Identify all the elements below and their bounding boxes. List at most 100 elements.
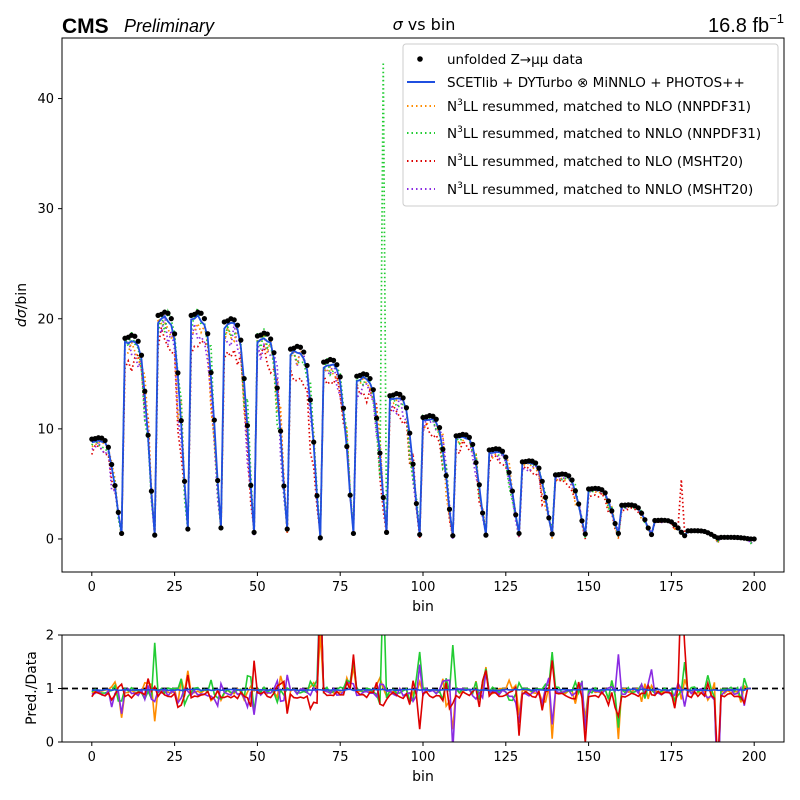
data-point [208,369,214,376]
x-tick-label: 200 [742,580,767,595]
x-tick-label: 150 [576,580,601,595]
ratio-y-tick-label: 1 [46,682,54,697]
lumi-exponent: −1 [769,11,784,26]
legend-entry-data: unfolded Z→μμ data [447,52,583,68]
data-point [330,357,337,363]
data-point [642,517,648,523]
data-point [284,526,290,532]
data-point [152,532,158,538]
y-tick-label: 10 [37,422,54,437]
lumi-value: 16.8 fb [708,15,769,37]
data-point [546,515,552,521]
data-point [645,525,651,531]
data-point [499,448,506,454]
legend-box [402,43,779,207]
x-tick-label: 25 [166,580,183,595]
data-point [446,506,453,512]
data-point [440,446,446,452]
data-point [433,416,439,422]
data-point [135,338,141,344]
y-tick-label: 20 [37,312,54,327]
data-point [582,531,588,537]
data-point [483,532,489,538]
data-point [304,362,310,369]
legend-entry-nnlo-msht: N3LL resummed, matched to NNLO (MSHT20) [447,181,753,198]
ratio-y-axis-label: Pred./Data [24,651,40,725]
data-point [314,493,320,499]
chart-title: σ vs bin [393,15,456,34]
data-point [579,518,585,524]
data-point [211,417,217,423]
data-point [635,505,641,511]
legend-entry-nnlo-nnpdf: N3LL resummed, matched to NNLO (NNPDF31) [447,125,761,142]
data-point [238,337,244,343]
data-point [678,529,684,535]
y-tick-label: 30 [37,202,54,217]
data-point [264,331,270,337]
title-rest: vs bin [403,15,456,34]
legend-nnlo-msht-rest: LL resummed, matched to NNLO (MSHT20) [463,182,753,198]
data-point [480,510,486,516]
data-point [244,422,251,429]
data-point [403,405,410,411]
data-point [218,525,224,531]
data-point [148,488,155,494]
data-point [178,418,184,424]
data-point [682,533,688,539]
data-point [248,482,254,488]
data-point [473,459,479,466]
data-point [364,372,370,378]
data-point [539,478,545,484]
data-point [672,521,678,528]
series-nll-nlo-msht [91,327,755,541]
y-label-italic: dσ [14,308,30,327]
data-point [367,375,373,382]
x-tick-label: 0 [88,580,96,595]
legend-nnlo-nnpdf-n: N [447,126,457,142]
legend-nlo-msht-rest: LL resummed, matched to NLO (MSHT20) [463,154,743,170]
data-point [165,310,171,316]
main-y-axis-label: dσ/bin [14,283,30,327]
data-point [566,473,572,479]
ratio-x-tick-label: 100 [411,750,436,765]
data-point [344,443,350,450]
data-point [301,349,307,355]
ratio-x-tick-label: 25 [166,750,183,765]
data-point [516,530,522,537]
ratio-x-tick-label: 175 [659,750,684,765]
ratio-plot-panel: 0 25 50 75 100 125 150 175 200 0 1 2 bin Pred./Dat… [24,629,785,785]
data-point [311,439,317,445]
data-point [751,536,757,542]
data-point [105,444,111,450]
lumi-label: 16.8 fb−1 [708,11,784,37]
y-tick-label: 40 [37,92,54,107]
data-point [215,477,221,484]
data-point [119,530,125,537]
ratio-x-tick-label: 200 [742,750,767,765]
data-point [413,500,419,507]
ratio-x-tick-label: 75 [332,750,349,765]
preliminary-label: Preliminary [124,16,215,36]
data-point [450,533,456,539]
legend-nlo-msht-sup: 3 [457,153,463,163]
data-point [430,413,436,419]
data-point [142,388,148,394]
data-point [513,512,519,518]
data-point [102,437,108,444]
data-point [337,374,343,380]
ratio-y-tick-label: 0 [46,736,54,751]
data-point [533,460,539,466]
ratio-x-tick-label: 125 [493,750,518,765]
data-point [417,531,423,538]
data-point [138,352,145,358]
data-point [400,395,406,401]
main-x-axis-label: bin [412,599,434,615]
legend-nnlo-msht-sup: 3 [457,181,463,191]
data-point [569,477,575,483]
data-point [476,482,482,488]
data-point [145,432,151,438]
y-label-rest: /bin [14,283,30,309]
data-point [281,483,287,489]
ratio-nll-nlo-nnpdf [91,635,751,742]
